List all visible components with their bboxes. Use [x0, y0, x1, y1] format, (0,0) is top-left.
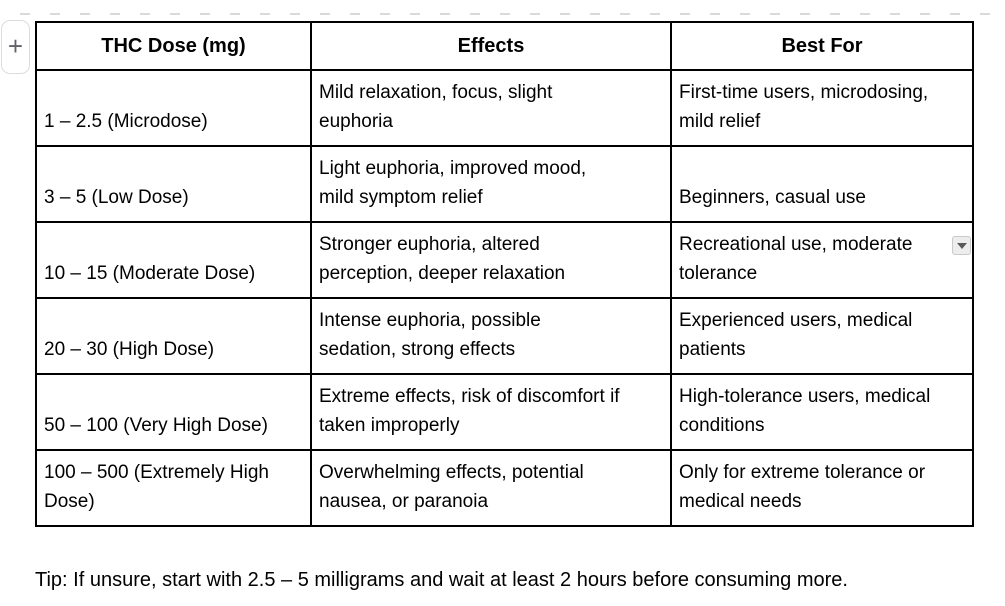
cell-dose[interactable]: 1 – 2.5 (Microdose) — [35, 69, 312, 147]
cell-dose[interactable]: 20 – 30 (High Dose) — [35, 297, 312, 375]
col-header-effects[interactable]: Effects — [310, 21, 672, 71]
cell-effects[interactable]: Stronger euphoria, altered perception, d… — [310, 221, 672, 299]
col-header-thc-dose[interactable]: THC Dose (mg) — [35, 21, 312, 71]
insert-button[interactable]: + — [1, 20, 30, 74]
cell-dose[interactable]: 50 – 100 (Very High Dose) — [35, 373, 312, 451]
cell-effects[interactable]: Extreme effects, risk of discomfort if t… — [310, 373, 672, 451]
page-guide-dashes — [20, 13, 1005, 15]
chevron-down-icon — [956, 243, 967, 249]
cell-best-for[interactable]: Only for extreme tolerance or medical ne… — [670, 449, 974, 527]
table-row-high-dose: 20 – 30 (High Dose) Intense euphoria, po… — [35, 297, 974, 375]
table-row-extremely-high-dose: 100 – 500 (Extremely High Dose) Overwhel… — [35, 449, 974, 527]
cell-best-for[interactable]: Beginners, casual use — [670, 145, 974, 223]
table-row-moderate-dose: 10 – 15 (Moderate Dose) Stronger euphori… — [35, 221, 974, 299]
table-row-very-high-dose: 50 – 100 (Very High Dose) Extreme effect… — [35, 373, 974, 451]
cell-dose[interactable]: 10 – 15 (Moderate Dose) — [35, 221, 312, 299]
cell-dose[interactable]: 100 – 500 (Extremely High Dose) — [35, 449, 312, 527]
cell-best-for[interactable]: Recreational use, moderate tolerance — [670, 221, 974, 299]
cell-effects[interactable]: Overwhelming effects, potential nausea, … — [310, 449, 672, 527]
tip-text[interactable]: Tip: If unsure, start with 2.5 – 5 milli… — [35, 569, 848, 591]
cell-dropdown-button[interactable] — [952, 236, 971, 255]
table-row-low-dose: 3 – 5 (Low Dose) Light euphoria, improve… — [35, 145, 974, 223]
plus-icon: + — [7, 31, 24, 61]
cell-effects[interactable]: Mild relaxation, focus, slight euphoria — [310, 69, 672, 147]
cell-effects[interactable]: Intense euphoria, possible sedation, str… — [310, 297, 672, 375]
table-row-microdose: 1 – 2.5 (Microdose) Mild relaxation, foc… — [35, 69, 974, 147]
header-row: THC Dose (mg) Effects Best For — [35, 21, 974, 71]
cell-best-for[interactable]: First-time users, microdosing, mild reli… — [670, 69, 974, 147]
cell-dose[interactable]: 3 – 5 (Low Dose) — [35, 145, 312, 223]
cell-best-for[interactable]: Experienced users, medical patients — [670, 297, 974, 375]
cell-effects[interactable]: Light euphoria, improved mood, mild symp… — [310, 145, 672, 223]
cell-best-for[interactable]: High-tolerance users, medical conditions — [670, 373, 974, 451]
col-header-best-for[interactable]: Best For — [670, 21, 974, 71]
thc-dose-table: THC Dose (mg) Effects Best For 1 – 2.5 (… — [35, 21, 974, 527]
